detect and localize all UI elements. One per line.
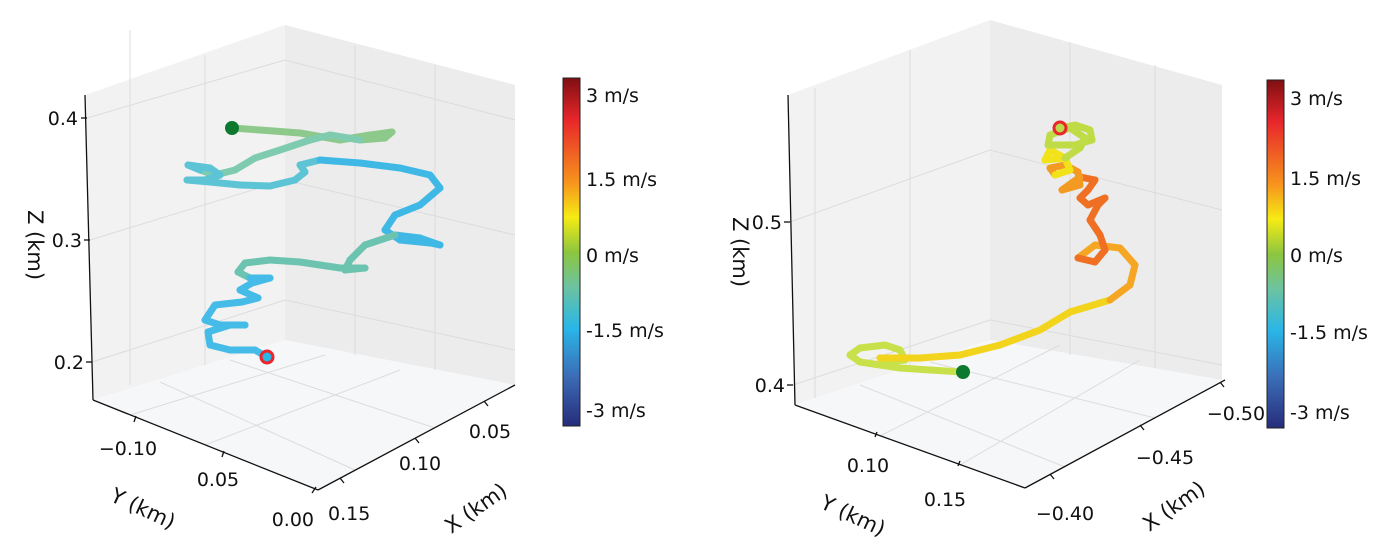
axes-lines — [81, 94, 516, 494]
trajectory-segment — [416, 234, 444, 249]
colorbar-right: 3 m/s 1.5 m/s 0 m/s -1.5 m/s -3 m/s — [1266, 79, 1368, 429]
trajectory-segment — [361, 231, 399, 249]
x-axis-label: X (km) — [440, 478, 511, 538]
z-tick-label: 0.4 — [48, 108, 78, 130]
trajectory-segment — [184, 161, 214, 172]
y-tick-label: −0.10 — [99, 438, 157, 460]
plot-right: 0.5 0.4 0.10 0.15 −0.40 −0.45 −0.50 Z (k… — [728, 20, 1368, 541]
end-marker — [259, 349, 275, 365]
start-marker — [956, 365, 970, 379]
y-tick-label: 0.10 — [847, 455, 889, 477]
trajectory-segment — [316, 156, 364, 167]
colorbar-tick: 0 m/s — [1290, 245, 1343, 267]
plot-left: 0.4 0.3 0.2 −0.10 0.05 0.00 0.15 0.10 0.… — [23, 25, 664, 538]
trajectory-segment — [391, 201, 424, 219]
trajectory-segment — [231, 154, 259, 174]
colorbar-tick: 0 m/s — [586, 245, 639, 267]
trajectory-segment — [326, 131, 364, 144]
end-marker — [1052, 120, 1068, 136]
pane-left — [85, 25, 285, 400]
trajectory-right — [846, 121, 1139, 376]
y-axis-label: Y (km) — [106, 483, 179, 534]
x-tick-label: −0.50 — [1207, 403, 1265, 425]
colorbar-tick: 3 m/s — [586, 85, 639, 107]
x-tick-label: 0.15 — [328, 503, 370, 525]
z-tick-label: 0.3 — [52, 230, 82, 252]
start-marker — [225, 121, 239, 135]
trajectory-segment — [204, 321, 234, 336]
colorbar-tick: -3 m/s — [1290, 402, 1350, 424]
trajectory-segment — [183, 176, 214, 186]
trajectory-segment — [266, 176, 299, 190]
pane-right — [285, 25, 515, 385]
trajectory-segment — [266, 256, 304, 266]
trajectory-segment — [211, 298, 246, 309]
x-axis-label: X (km) — [1138, 476, 1209, 536]
trajectory-segment — [956, 341, 1004, 359]
colorbar-left: 3 m/s 1.5 m/s 0 m/s -1.5 m/s -3 m/s — [562, 77, 664, 427]
trajectory-segment — [1116, 244, 1139, 269]
trajectory-segment — [241, 256, 274, 267]
colorbar-tick: -1.5 m/s — [586, 320, 664, 342]
trajectory-segment — [396, 164, 434, 179]
trajectory-segment — [296, 258, 344, 272]
x-tick-label: 0.10 — [399, 453, 441, 475]
trajectory-segment — [346, 241, 369, 264]
trajectory-segment — [856, 341, 889, 352]
gridlines — [86, 30, 516, 471]
y-axis-label: Y (km) — [816, 490, 889, 541]
pane-left — [788, 20, 990, 405]
x-tick-label: −0.45 — [1136, 447, 1194, 469]
z-axis-label: Z (km) — [23, 210, 47, 280]
trajectory-segment — [1106, 281, 1134, 304]
trajectory-segment — [996, 326, 1044, 349]
y-tick-label: 0.15 — [924, 489, 966, 511]
trajectory-segment — [256, 126, 304, 137]
colorbar — [1266, 79, 1285, 429]
trajectory-segment — [276, 136, 314, 154]
z-axis-label: Z (km) — [728, 217, 752, 287]
trajectory-segment — [251, 146, 284, 162]
trajectory-segment — [896, 364, 934, 374]
trajectory-segment — [356, 159, 404, 172]
trajectory-segment — [391, 231, 424, 242]
trajectory-segment — [236, 181, 274, 190]
pane-floor — [795, 340, 1222, 488]
x-tick-label: −0.40 — [1036, 503, 1094, 525]
trajectory-segment — [356, 134, 389, 144]
colorbar-tick: -3 m/s — [586, 400, 646, 422]
colorbar — [562, 77, 581, 427]
z-tick-label: 0.5 — [752, 212, 782, 234]
trajectory-segment — [916, 351, 964, 362]
panes — [788, 20, 1222, 488]
pane-floor — [93, 340, 515, 490]
trajectory-segment — [1036, 308, 1074, 334]
trajectory-segment — [416, 184, 444, 209]
colorbar-tick: 1.5 m/s — [1290, 168, 1361, 190]
y-tick-label: 0.05 — [197, 469, 239, 491]
colorbar-tick: 1.5 m/s — [586, 169, 657, 191]
colorbar-tick: -1.5 m/s — [1290, 322, 1368, 344]
trajectory-segment — [206, 178, 244, 189]
axes-lines — [784, 94, 1226, 489]
gridlines — [789, 42, 1223, 468]
z-tick-label: 0.2 — [54, 352, 84, 374]
trajectory-left — [183, 124, 444, 361]
y-tick-label: 0.00 — [272, 509, 314, 531]
panes — [85, 25, 515, 490]
trajectory-segment — [1066, 296, 1114, 316]
x-tick-label: 0.05 — [469, 421, 511, 443]
colorbar-tick: 3 m/s — [1290, 88, 1343, 110]
z-tick-label: 0.4 — [755, 375, 785, 397]
